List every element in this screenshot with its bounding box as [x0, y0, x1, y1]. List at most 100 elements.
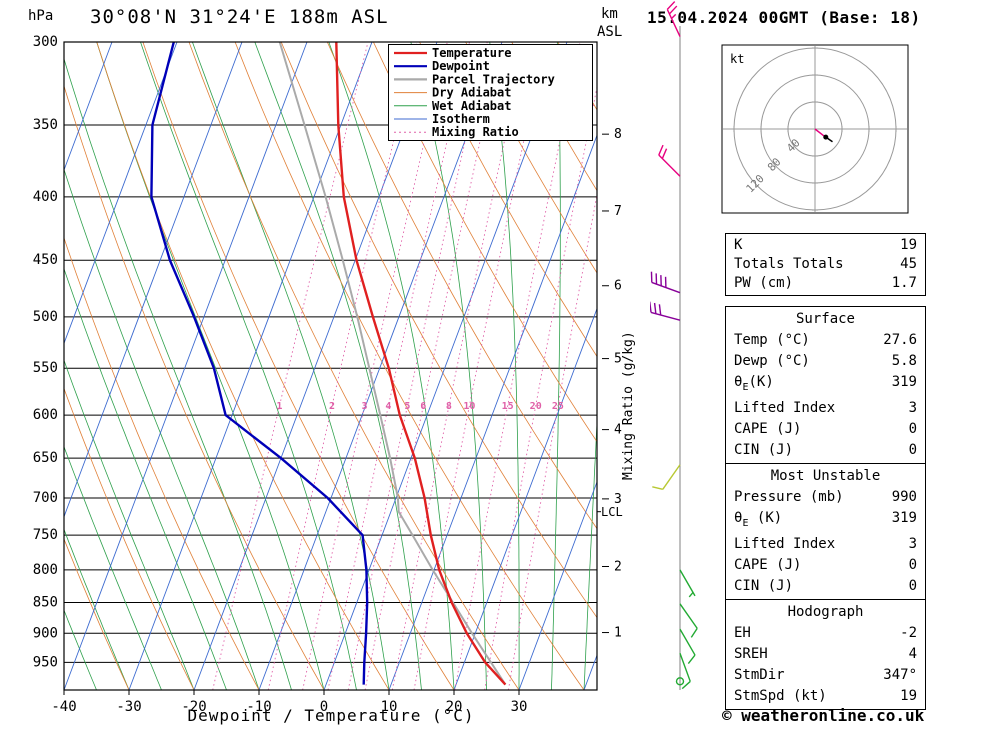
dry-adiabat-line: [142, 42, 455, 690]
lcl-marker-label: LCL: [601, 505, 623, 519]
wet-adiabat-line: [64, 359, 195, 690]
stat-label: SREH: [734, 645, 768, 662]
pressure-axis-unit: hPa: [28, 8, 54, 24]
wet-adiabat-line: [551, 42, 561, 690]
legend-label: Dry Adiabat: [432, 86, 511, 100]
stat-label: Pressure (mb): [734, 488, 844, 505]
temperature-curve: [335, 42, 507, 686]
run-datetime: 15.04.2024 00GMT (Base: 18): [647, 8, 921, 27]
indices-box: K 19 Totals Totals 45 PW (cm) 1.7: [725, 233, 926, 296]
wet-adiabat-line: [64, 445, 162, 690]
stat-row: SREH 4: [734, 644, 917, 665]
isotherm-line: [64, 42, 178, 345]
stat-row: θE (K) 319: [734, 508, 917, 534]
stat-value: 5.8: [891, 353, 917, 369]
stat-row: CAPE (J) 0: [734, 555, 917, 576]
stat-value: 0: [908, 577, 917, 594]
wind-barb: [679, 653, 691, 690]
wet-adiabat-line: [583, 415, 597, 690]
wind-barb: [679, 569, 696, 598]
wet-adiabat-line: [192, 42, 390, 690]
wind-barb: [666, 1, 681, 37]
stat-value: 347°: [883, 666, 917, 683]
legend-label: Dewpoint: [432, 59, 490, 73]
stats-section-title: Surface: [795, 311, 855, 327]
isotherm-line: [518, 480, 597, 690]
hodograph-ring-label: 40: [784, 136, 803, 155]
stat-value: 4: [908, 645, 917, 662]
mixing-ratio-value-label: 5: [404, 401, 410, 412]
dry-adiabat-line: [326, 42, 597, 530]
temp-tick-label: -30: [116, 699, 141, 715]
stat-row: Temp (°C) 27.6: [734, 330, 917, 351]
legend-label: Parcel Trajectory: [432, 72, 555, 86]
wind-barb-column: [650, 1, 698, 690]
mixing-ratio-line: [212, 42, 369, 690]
stat-value: 45: [900, 256, 917, 272]
pressure-tick-label: 950: [33, 654, 58, 670]
pressure-tick-label: 350: [33, 117, 58, 133]
stat-label: Temp (°C): [734, 332, 810, 348]
mixing-ratio-line: [347, 42, 488, 690]
stat-label: Dewp (°C): [734, 353, 810, 369]
hodograph-kt-label: kt: [730, 52, 744, 66]
temp-tick-label: -10: [246, 699, 271, 715]
wind-barb: [679, 628, 696, 664]
hodograph-stats-box: Hodograph EH -2 SREH 4 StmDir 347° StmSpd (kt) 1…: [725, 599, 926, 710]
pressure-tick-label: 650: [33, 450, 58, 466]
mixing-ratio-value-label: 20: [530, 401, 542, 412]
mixing-ratio-value-label: 4: [385, 401, 391, 412]
mixing-ratio-line: [327, 42, 470, 690]
km-axis-unit: km: [601, 6, 618, 22]
temp-tick-label: -20: [181, 699, 206, 715]
isotherm-line: [128, 42, 373, 690]
dry-adiabat-line: [234, 42, 585, 690]
temp-tick-label: 0: [320, 699, 328, 715]
stat-label: CAPE (J): [734, 420, 802, 437]
stat-row: StmSpd (kt) 19: [734, 686, 917, 707]
dry-adiabat-line: [64, 236, 260, 690]
mixing-ratio-value-label: 8: [446, 401, 452, 412]
isotherm-line: [453, 307, 597, 690]
km-tick-label: 6: [614, 279, 622, 294]
stat-row: CIN (J) 0: [734, 576, 917, 597]
wet-adiabat-line: [64, 267, 227, 690]
pressure-tick-label: 700: [33, 490, 58, 506]
isotherm-line: [64, 42, 243, 518]
wet-adiabat-line: [64, 168, 260, 690]
pressure-tick-label: 750: [33, 527, 58, 543]
dry-adiabat-line: [64, 387, 195, 690]
stat-label: Totals Totals: [734, 256, 844, 272]
stat-value: 0: [908, 556, 917, 573]
plot-area: 1 2 3 4 5 6 8 10 15 20 25: [64, 42, 597, 690]
hodograph-storm-motion-dot: [823, 134, 829, 140]
stat-row: Pressure (mb) 990: [734, 487, 917, 508]
km-tick-label: 2: [614, 560, 622, 575]
mixing-ratio-line: [364, 42, 503, 690]
isotherm-line: [64, 42, 308, 690]
mixing-ratio-line: [413, 42, 546, 690]
stat-row: Lifted Index 3: [734, 534, 917, 555]
stat-label: K: [734, 237, 743, 253]
mixing-ratio-axis-label: Mixing Ratio (g/kg): [621, 331, 636, 480]
stat-label: CIN (J): [734, 441, 794, 458]
wet-adiabat-line: [489, 42, 520, 690]
dewpoint-curve: [150, 42, 369, 685]
chart-border: [63, 41, 598, 691]
wind-barb: [658, 144, 681, 177]
pressure-tick-label: 400: [33, 189, 58, 205]
wind-barb: [675, 677, 685, 686]
wet-adiabat-line: [64, 609, 97, 690]
km-tick-label: 4: [614, 423, 622, 438]
stats-section-title: Hodograph: [787, 603, 864, 620]
pressure-tick-label: 900: [33, 625, 58, 641]
isotherm-line: [64, 42, 113, 172]
mixing-ratio-line: [391, 42, 527, 690]
km-tick-label: 1: [614, 626, 622, 641]
mixing-ratio-value-label: 10: [463, 401, 475, 412]
mixing-ratio-value-label: 2: [329, 401, 335, 412]
mixing-ratio-line: [302, 42, 448, 690]
wind-barb: [652, 464, 681, 490]
stat-value: 27.6: [883, 332, 917, 348]
